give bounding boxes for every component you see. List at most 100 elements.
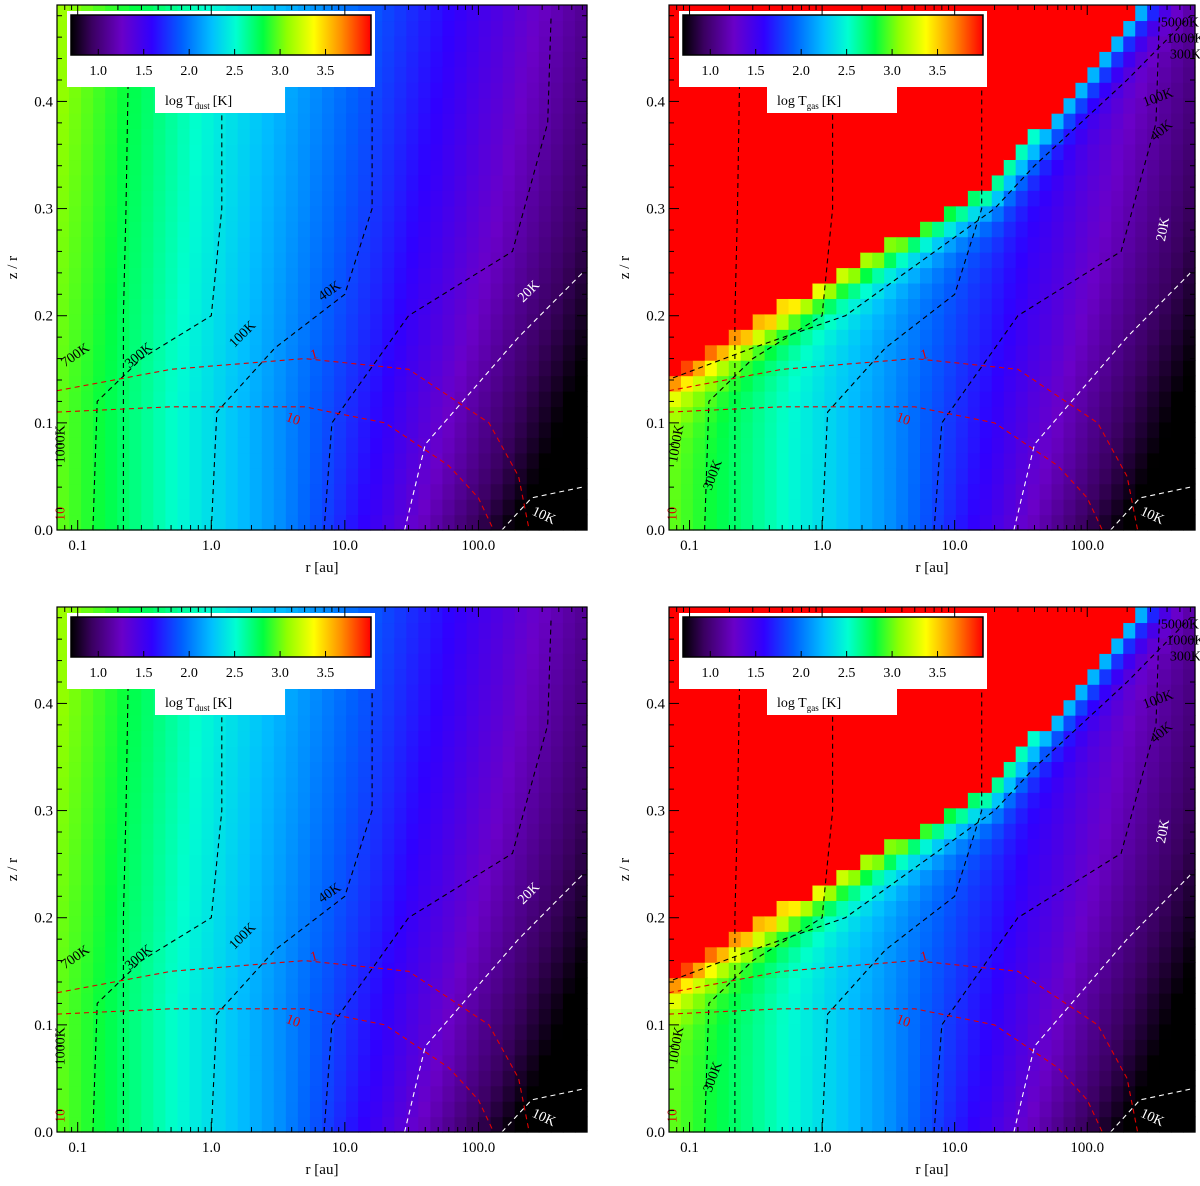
heatmap-cell: [297, 1054, 311, 1071]
heatmap-cell: [346, 931, 359, 948]
heatmap-cell: [105, 715, 118, 732]
heatmap-cell: [955, 391, 969, 408]
heatmap-cell: [466, 653, 480, 670]
heatmap-cell: [562, 637, 576, 654]
heatmap-cell: [93, 159, 106, 176]
heatmap-cell: [1135, 5, 1148, 22]
heatmap-cell: [153, 854, 167, 871]
heatmap-cell: [406, 607, 419, 624]
heatmap-cell: [334, 1070, 347, 1087]
heatmap-cell: [908, 344, 921, 361]
heatmap-cell: [574, 962, 588, 979]
heatmap-cell: [177, 946, 191, 963]
heatmap-cell: [574, 1039, 588, 1056]
heatmap-cell: [1087, 282, 1100, 299]
heatmap-cell: [1135, 514, 1148, 531]
heatmap-cell: [1099, 421, 1112, 438]
heatmap-cell: [358, 282, 371, 299]
x-tick-label: 0.1: [68, 538, 87, 554]
heatmap-cell: [1027, 375, 1041, 392]
heatmap-cell: [213, 406, 227, 423]
heatmap-cell: [297, 1116, 311, 1133]
heatmap-cell: [334, 900, 347, 917]
heatmap-cell: [189, 468, 203, 485]
heatmap-cell: [538, 236, 552, 253]
heatmap-cell: [514, 730, 528, 747]
heatmap-cell: [466, 514, 480, 531]
heatmap-cell: [394, 514, 407, 531]
heatmap-cell: [1027, 421, 1041, 438]
heatmap-cell: [1111, 35, 1124, 52]
heatmap-cell: [382, 159, 395, 176]
heatmap-cell: [418, 452, 432, 469]
heatmap-cell: [502, 406, 516, 423]
heatmap-cell: [1147, 236, 1160, 253]
heatmap-cell: [165, 468, 179, 485]
heatmap-cell: [285, 375, 299, 392]
heatmap-cell: [788, 113, 802, 130]
heatmap-cell: [680, 221, 694, 238]
heatmap-cell: [872, 236, 885, 253]
heatmap-cell: [394, 174, 407, 191]
heatmap-cell: [562, 20, 576, 37]
heatmap-cell: [1123, 282, 1136, 299]
heatmap-cell: [955, 282, 969, 299]
heatmap-cell: [502, 66, 516, 83]
heatmap-cell: [1015, 252, 1029, 269]
heatmap-cell: [153, 128, 167, 145]
heatmap-cell: [418, 499, 432, 516]
heatmap-cell: [991, 159, 1005, 176]
heatmap-cell: [430, 360, 444, 377]
heatmap-cell: [309, 962, 323, 979]
heatmap-cell: [562, 452, 576, 469]
heatmap-cell: [740, 205, 754, 222]
heatmap-cell: [225, 745, 239, 763]
heatmap-cell: [1015, 360, 1029, 377]
heatmap-cell: [1159, 344, 1172, 361]
heatmap-cell: [574, 1070, 588, 1087]
heatmap-cell: [141, 174, 154, 191]
heatmap-cell: [454, 823, 468, 840]
heatmap-cell: [370, 915, 383, 932]
heatmap-cell: [297, 869, 311, 886]
heatmap-cell: [394, 483, 407, 500]
heatmap-cell: [358, 329, 371, 346]
heatmap-cell: [884, 113, 897, 130]
heatmap-cell: [81, 468, 94, 485]
heatmap-cell: [872, 205, 885, 222]
heatmap-cell: [261, 1085, 275, 1102]
heatmap-cell: [334, 915, 347, 932]
heatmap-cell: [93, 97, 106, 114]
heatmap-cell: [526, 205, 540, 222]
heatmap-cell: [430, 607, 444, 624]
heatmap-cell: [716, 267, 730, 284]
heatmap-cell: [896, 282, 909, 299]
heatmap-cell: [1135, 82, 1148, 99]
heatmap-cell: [297, 174, 311, 191]
heatmap-cell: [237, 946, 251, 963]
heatmap-cell: [165, 946, 179, 963]
heatmap-cell: [502, 993, 516, 1010]
heatmap-cell: [69, 838, 82, 855]
heatmap-cell: [1147, 267, 1160, 284]
heatmap-cell: [466, 252, 480, 269]
heatmap-cell: [141, 699, 154, 716]
heatmap-cell: [1003, 406, 1017, 423]
heatmap-cell: [1003, 452, 1017, 469]
heatmap-cell: [370, 1070, 383, 1087]
heatmap-cell: [824, 128, 837, 145]
heatmap-cell: [704, 267, 718, 284]
heatmap-cell: [69, 900, 82, 917]
heatmap-cell: [394, 421, 407, 438]
heatmap-cell: [1171, 128, 1184, 145]
heatmap-cell: [1039, 406, 1053, 423]
heatmap-cell: [418, 221, 432, 238]
heatmap-cell: [574, 421, 588, 438]
heatmap-cell: [955, 329, 969, 346]
heatmap-cell: [1135, 174, 1148, 191]
heatmap-cell: [574, 915, 588, 932]
heatmap-cell: [812, 313, 825, 330]
heatmap-cell: [908, 437, 921, 454]
heatmap-cell: [442, 298, 456, 315]
heatmap-cell: [93, 437, 106, 454]
